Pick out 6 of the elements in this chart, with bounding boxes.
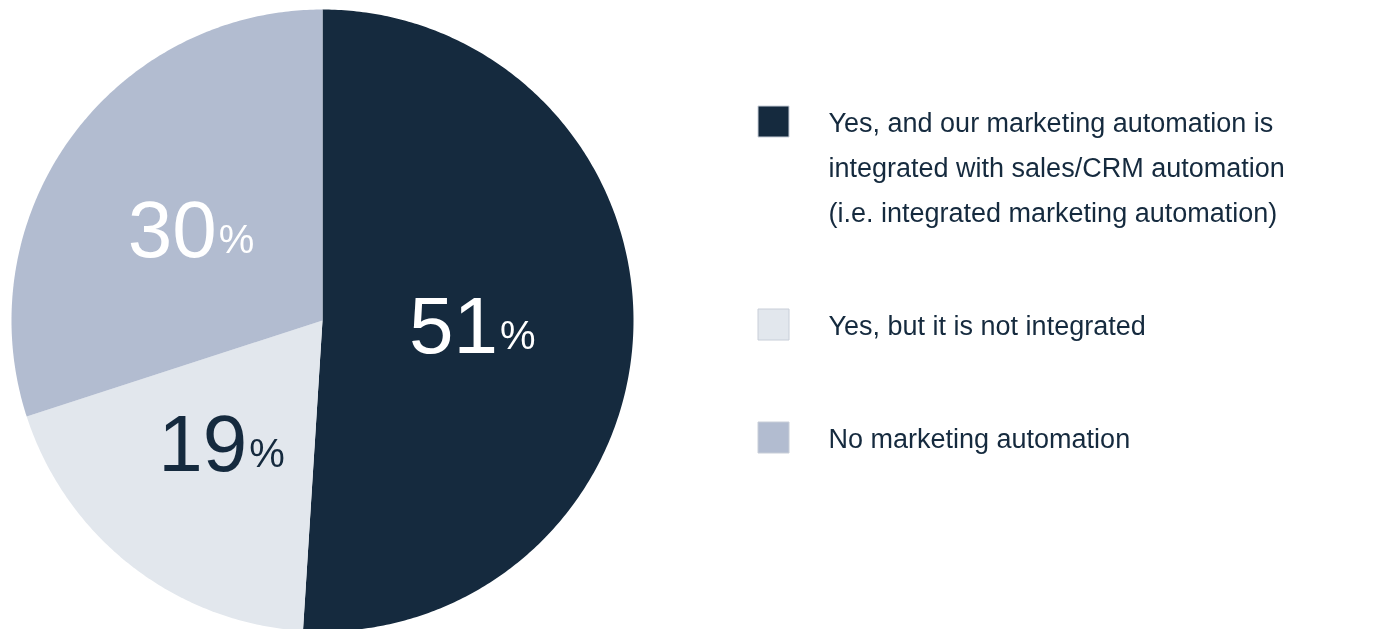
legend-label: Yes, and our marketing automation is integrated with sales/CRM automation (i.e. integrated marketing automation) [828, 107, 1285, 228]
data-label: 51% [408, 280, 536, 370]
data-label: 19% [158, 398, 285, 488]
data-label: 30% [127, 184, 255, 274]
legend-label: Yes, but it is not integrated [828, 310, 1146, 341]
legend-label: No marketing automation [828, 423, 1131, 454]
